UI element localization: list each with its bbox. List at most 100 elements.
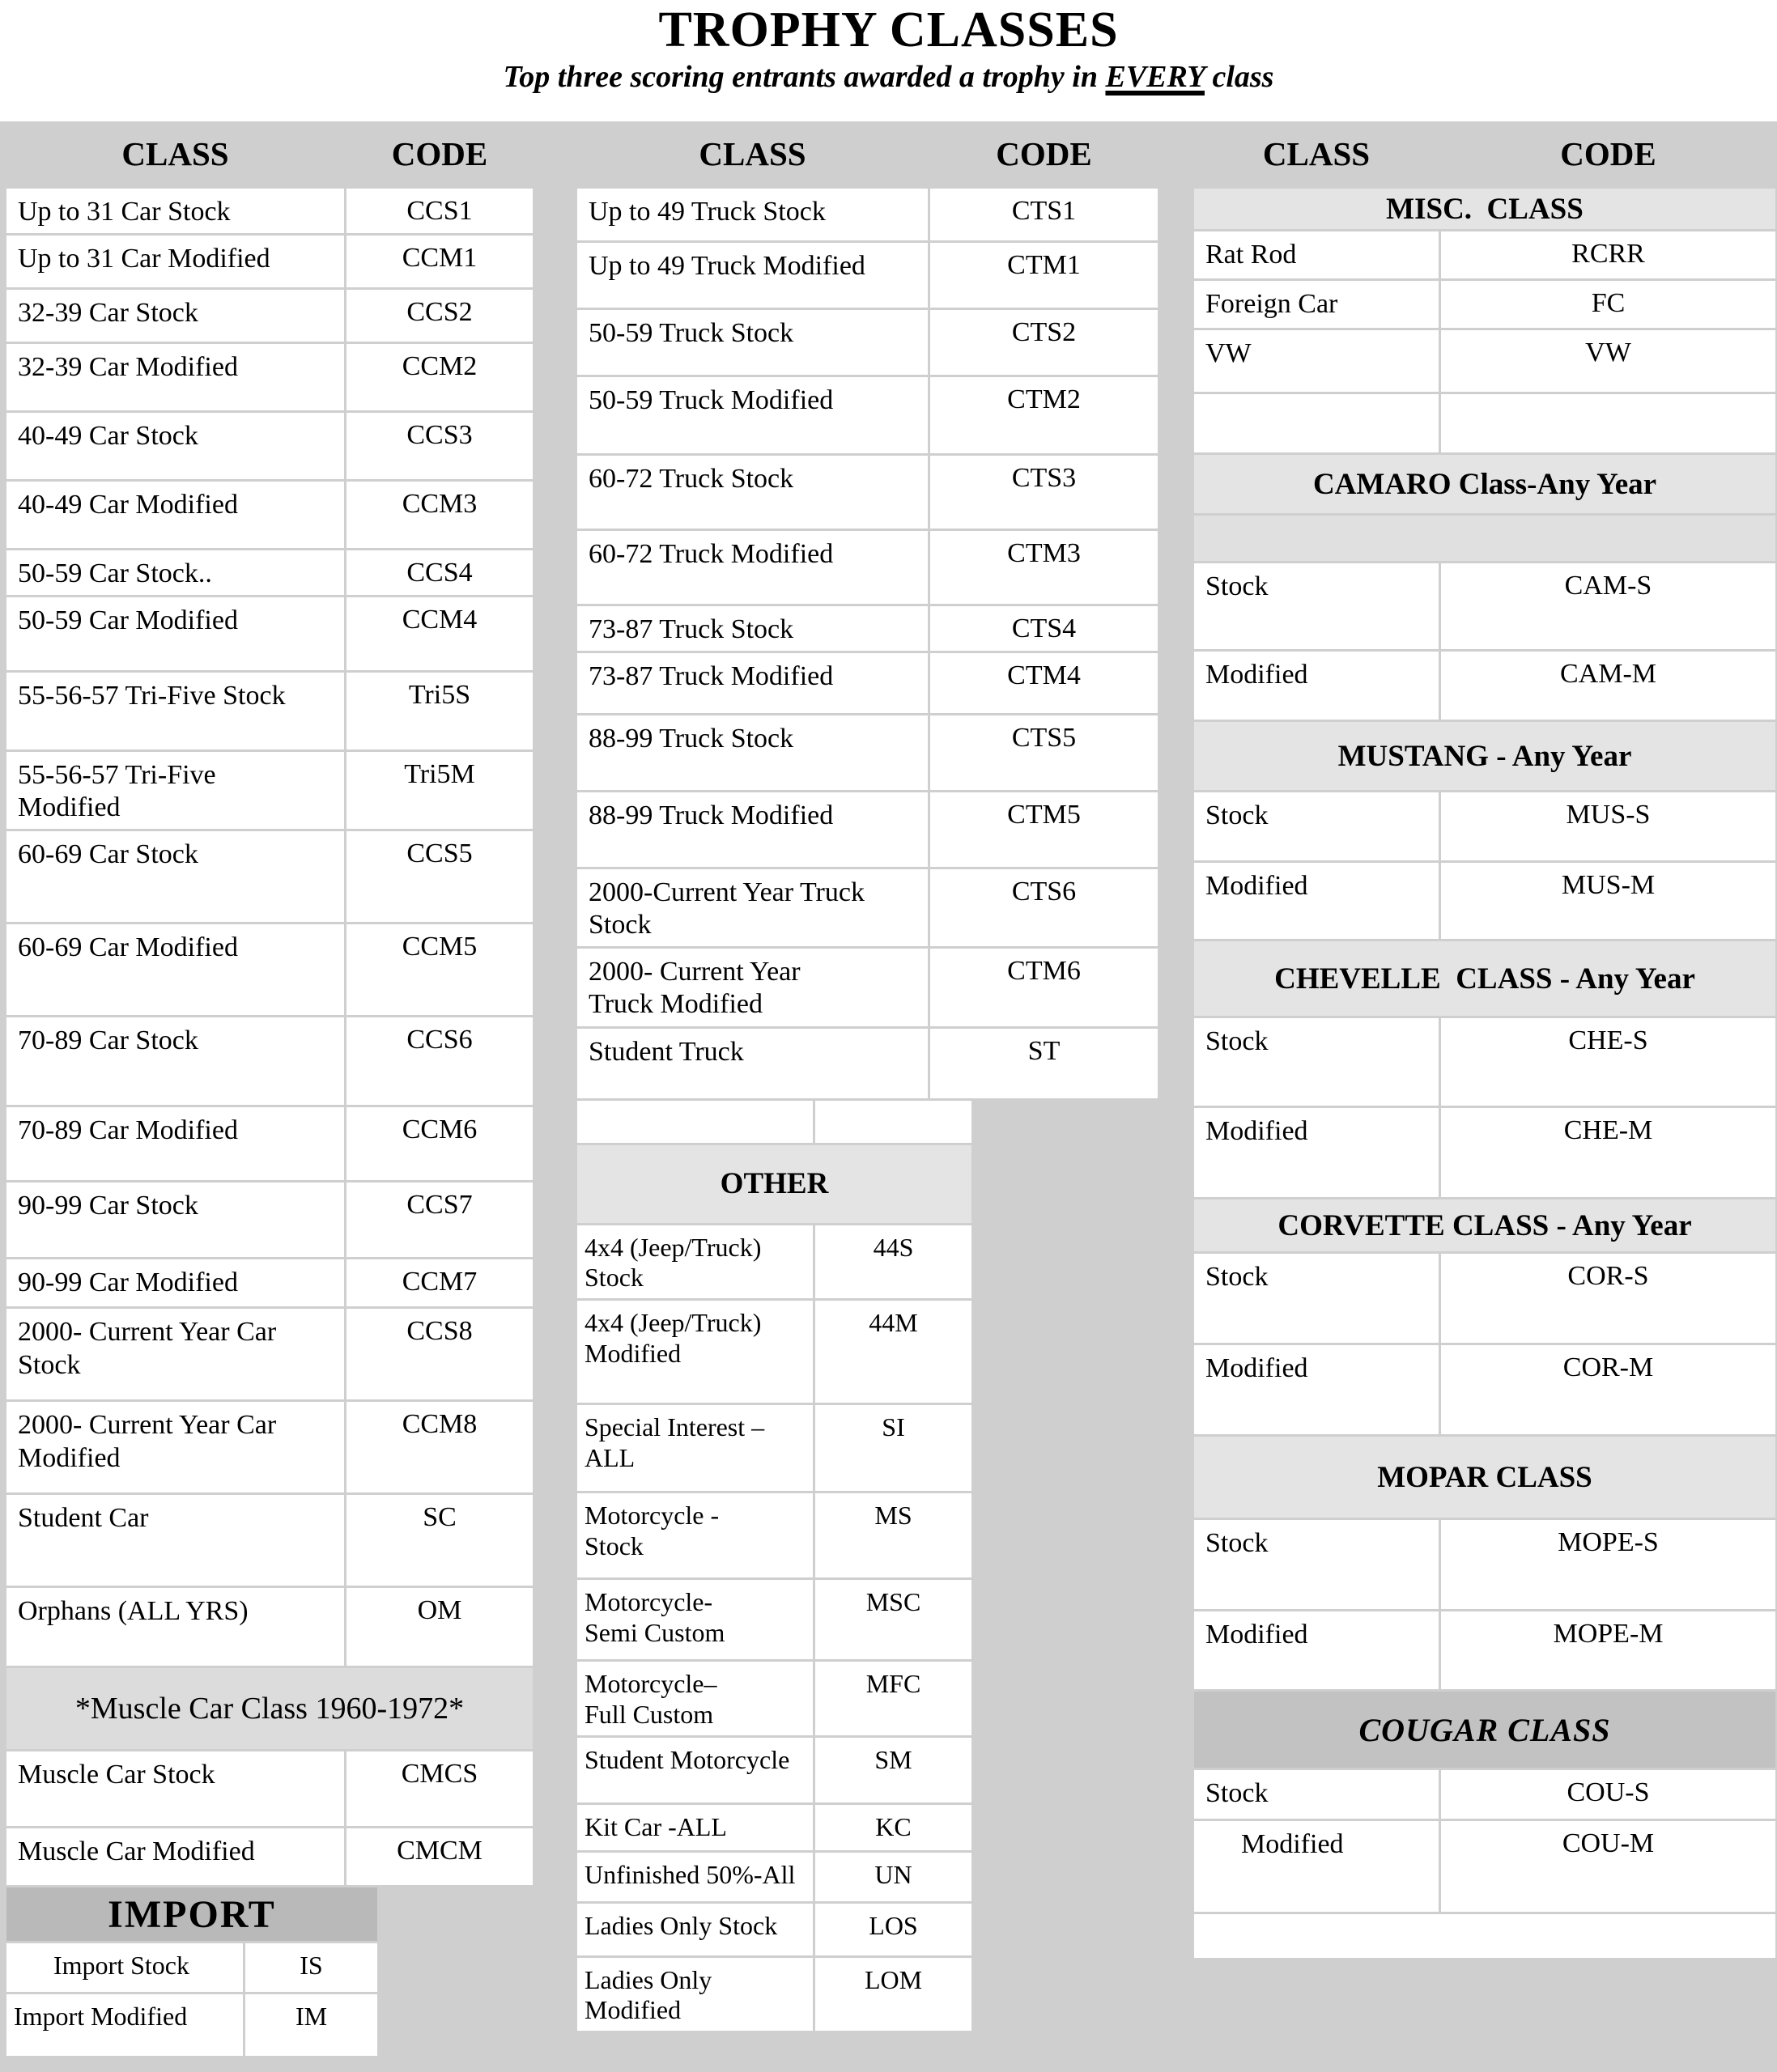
code-cell: IS xyxy=(245,1943,377,1993)
table-row: 4x4 (Jeep/Truck) Stock 44S xyxy=(577,1225,971,1299)
table-row: Modified COU-M xyxy=(1194,1821,1775,1912)
section-banner-label: CORVETTE CLASS - Any Year xyxy=(1277,1208,1692,1242)
class-cell: Modified xyxy=(1194,652,1439,720)
class-cell: 70-89 Car Modified xyxy=(6,1107,344,1181)
code-cell: CCS4 xyxy=(346,550,533,596)
class-cell: Modified xyxy=(1194,863,1439,939)
table-row: 60-69 Car Modified CCM5 xyxy=(6,924,533,1016)
class-code-table: 4x4 (Jeep/Truck) Stock 44S 4x4 (Jeep/Truck… xyxy=(577,1225,971,2032)
class-code-table: Stock COR-S Modified COR-M xyxy=(1194,1254,1775,1434)
class-cell: 4x4 (Jeep/Truck) Modified xyxy=(577,1301,813,1403)
code-cell: SM xyxy=(815,1737,971,1802)
class-cell: Unfinished 50%-All xyxy=(577,1852,813,1901)
section-banner: *Muscle Car Class 1960-1972* xyxy=(6,1668,533,1750)
subtitle-emphasis: EVERY xyxy=(1105,60,1205,94)
class-code-table: Stock COU-S Modified COU-M xyxy=(1194,1770,1775,1912)
class-cell xyxy=(577,1100,813,1143)
code-cell xyxy=(815,1100,971,1143)
code-cell: MS xyxy=(815,1493,971,1578)
code-cell: CCS7 xyxy=(346,1182,533,1258)
table-row: Student Motorcycle SM xyxy=(577,1737,971,1802)
class-cell: 55-56-57 Tri-Five Modified xyxy=(6,752,344,830)
code-cell: FC xyxy=(1441,281,1775,328)
class-cell: 60-72 Truck Stock xyxy=(577,456,928,529)
table-row xyxy=(577,1100,971,1143)
code-cell: CTM2 xyxy=(930,377,1158,453)
table-row: Stock MUS-S xyxy=(1194,792,1775,860)
class-cell: 4x4 (Jeep/Truck) Stock xyxy=(577,1225,813,1299)
code-cell: UN xyxy=(815,1852,971,1901)
class-cell: 90-99 Car Modified xyxy=(6,1259,344,1307)
table-row: 50-59 Car Modified CCM4 xyxy=(6,597,533,671)
code-cell: CCM1 xyxy=(346,236,533,288)
section-banner: MUSTANG - Any Year xyxy=(1194,722,1775,790)
table-row: Stock CAM-S xyxy=(1194,563,1775,649)
document-header: TROPHY CLASSES Top three scoring entrant… xyxy=(0,0,1777,121)
table-row: 55-56-57 Tri-Five Stock Tri5S xyxy=(6,673,533,750)
code-cell: CCM5 xyxy=(346,924,533,1016)
table-row: 4x4 (Jeep/Truck) Modified 44M xyxy=(577,1301,971,1403)
page-subtitle: Top three scoring entrants awarded a tro… xyxy=(0,59,1777,95)
table-row: Rat Rod RCRR xyxy=(1194,231,1775,278)
table-row: Stock COU-S xyxy=(1194,1770,1775,1819)
section-banner-label: COUGAR CLASS xyxy=(1358,1711,1611,1748)
table-row: Up to 49 Truck Modified CTM1 xyxy=(577,243,1158,308)
class-cell: 40-49 Car Modified xyxy=(6,482,344,549)
code-cell: RCRR xyxy=(1441,231,1775,278)
code-cell: SI xyxy=(815,1405,971,1492)
section-banner: COUGAR CLASS xyxy=(1194,1692,1775,1768)
code-cell: Tri5M xyxy=(346,752,533,830)
code-cell: CCM3 xyxy=(346,482,533,549)
table-column-headers: CLASS CODE xyxy=(1194,121,1775,186)
table-row: Modified MUS-M xyxy=(1194,863,1775,939)
section-banner: OTHER xyxy=(577,1144,971,1223)
class-cell: 2000- Current Year Truck Modified xyxy=(577,949,928,1026)
section-banner: IMPORT xyxy=(6,1887,377,1942)
table-row: 2000- Current Year Car Stock CCS8 xyxy=(6,1309,533,1400)
table-row: Motorcycle - Stock MS xyxy=(577,1493,971,1578)
table-row: Student Truck ST xyxy=(577,1028,1158,1098)
class-cell: Stock xyxy=(1194,1018,1439,1106)
code-cell: CCM8 xyxy=(346,1402,533,1493)
code-cell: COU-M xyxy=(1441,1821,1775,1912)
code-cell: CTS3 xyxy=(930,456,1158,529)
table-row: Stock MOPE-S xyxy=(1194,1520,1775,1609)
table-row: 90-99 Car Modified CCM7 xyxy=(6,1259,533,1307)
code-cell: 44S xyxy=(815,1225,971,1299)
class-code-table: Stock MUS-S Modified MUS-M xyxy=(1194,792,1775,939)
code-cell: CCS2 xyxy=(346,290,533,342)
table-row: Kit Car -ALL KC xyxy=(577,1804,971,1850)
subtitle-prefix: Top three scoring entrants awarded a tro… xyxy=(503,60,1106,94)
table-row: 70-89 Car Stock CCS6 xyxy=(6,1017,533,1106)
class-cell: 32-39 Car Modified xyxy=(6,344,344,411)
code-cell: CCM2 xyxy=(346,344,533,411)
class-cell: Stock xyxy=(1194,792,1439,860)
class-cell: Import Stock xyxy=(6,1943,243,1993)
code-cell: COR-M xyxy=(1441,1345,1775,1434)
code-cell: CTS5 xyxy=(930,715,1158,791)
code-cell: CCS3 xyxy=(346,413,533,480)
code-cell: CTS4 xyxy=(930,606,1158,652)
table-row: Stock COR-S xyxy=(1194,1254,1775,1343)
class-cell: Muscle Car Stock xyxy=(6,1751,344,1827)
code-cell: CTS1 xyxy=(930,189,1158,240)
table-row: Modified COR-M xyxy=(1194,1345,1775,1434)
class-cell: Up to 31 Car Stock xyxy=(6,189,344,234)
table-row xyxy=(1194,394,1775,452)
table-row: Student Car SC xyxy=(6,1495,533,1586)
class-cell: Up to 49 Truck Modified xyxy=(577,243,928,308)
table-row: 55-56-57 Tri-Five Modified Tri5M xyxy=(6,752,533,830)
section-banner-label: OTHER xyxy=(720,1167,829,1201)
code-cell: MSC xyxy=(815,1580,971,1660)
table-row: 60-72 Truck Modified CTM3 xyxy=(577,531,1158,604)
section-banner: CORVETTE CLASS - Any Year xyxy=(1194,1199,1775,1251)
table-row: 40-49 Car Stock CCS3 xyxy=(6,413,533,480)
code-cell: CAM-S xyxy=(1441,563,1775,649)
class-cell: Foreign Car xyxy=(1194,281,1439,328)
code-cell: CMCS xyxy=(346,1751,533,1827)
table-row: Stock CHE-S xyxy=(1194,1018,1775,1106)
class-code-table: Stock CAM-S Modified CAM-M xyxy=(1194,563,1775,720)
class-cell: 50-59 Truck Stock xyxy=(577,310,928,375)
class-code-table: Up to 49 Truck Stock CTS1 Up to 49 Truck M… xyxy=(577,189,1158,1098)
code-cell: CTM6 xyxy=(930,949,1158,1026)
